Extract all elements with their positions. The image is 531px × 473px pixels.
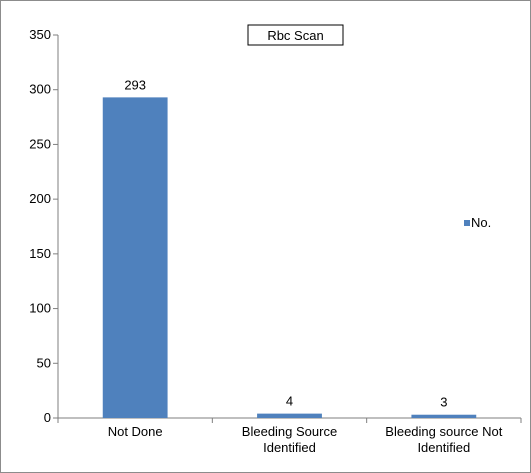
legend: No. bbox=[464, 215, 491, 230]
x-category-label: Bleeding Source bbox=[242, 424, 337, 439]
x-category-label: Identified bbox=[263, 440, 316, 455]
y-tick-label: 350 bbox=[29, 27, 51, 42]
x-category-label: Identified bbox=[417, 440, 470, 455]
chart-title-box bbox=[247, 24, 344, 46]
y-tick-label: 50 bbox=[37, 355, 51, 370]
bar bbox=[257, 413, 322, 418]
y-tick-label: 100 bbox=[29, 301, 51, 316]
bar-value-label: 3 bbox=[440, 395, 447, 410]
y-tick-label: 300 bbox=[29, 82, 51, 97]
y-tick-label: 250 bbox=[29, 136, 51, 151]
x-category-label: Bleeding source Not bbox=[385, 424, 502, 439]
bars: 293 4 3 bbox=[102, 77, 477, 419]
y-tick-label: 200 bbox=[29, 191, 51, 206]
chart-title: Rbc Scan bbox=[267, 28, 323, 43]
legend-label: No. bbox=[471, 215, 491, 230]
x-axis: Not Done Bleeding SourceIdentifiedBleedin… bbox=[57, 417, 522, 455]
bar bbox=[102, 97, 168, 419]
y-tick-label: 0 bbox=[44, 410, 51, 425]
bar bbox=[411, 414, 477, 418]
y-tick-label: 150 bbox=[29, 246, 51, 261]
bar-value-label: 4 bbox=[286, 394, 293, 409]
legend-swatch bbox=[464, 220, 470, 226]
x-category-label: Not Done bbox=[108, 424, 163, 439]
y-axis: 0 50 100 150 200 250 300 350 bbox=[29, 27, 59, 425]
bar-value-label: 293 bbox=[124, 77, 146, 92]
